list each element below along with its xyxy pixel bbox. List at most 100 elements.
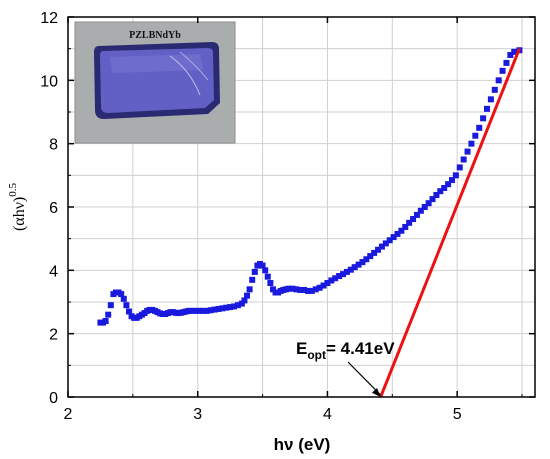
data-point [410, 216, 417, 223]
data-point [390, 234, 397, 241]
data-point [398, 227, 405, 234]
data-point [445, 181, 452, 188]
data-point [120, 295, 127, 302]
y-tick-label: 2 [49, 327, 58, 344]
data-point [511, 48, 518, 55]
data-point [347, 266, 354, 273]
data-point [476, 124, 483, 131]
data-point [231, 303, 238, 310]
data-point [448, 177, 455, 184]
data-point [343, 268, 350, 275]
data-point [301, 286, 308, 293]
data-point [375, 246, 382, 253]
data-point [246, 286, 253, 293]
data-point [437, 188, 444, 195]
data-point [199, 307, 206, 314]
data-point [241, 297, 248, 304]
data-point [441, 185, 448, 191]
data-point [259, 262, 266, 269]
data-point [312, 286, 319, 293]
data-point [196, 307, 203, 314]
data-point [507, 52, 514, 58]
data-point [417, 207, 424, 214]
data-point [378, 243, 385, 250]
data-point [336, 273, 343, 280]
data-point [491, 86, 498, 93]
x-tick-label: 2 [64, 406, 73, 423]
data-point [495, 77, 502, 84]
y-tick-label: 0 [49, 390, 58, 407]
data-point [456, 164, 463, 171]
data-point [244, 292, 251, 299]
y-axis-title: (αhν)0.5 [7, 182, 28, 231]
data-point [433, 191, 440, 198]
data-point [371, 249, 378, 256]
data-point [421, 204, 428, 210]
data-point [207, 307, 214, 314]
data-point [293, 286, 300, 293]
inset-label: PZLBNdYb [129, 30, 181, 41]
y-tick-label: 10 [40, 73, 58, 90]
data-point [249, 276, 256, 283]
data-point [484, 105, 491, 112]
data-point [394, 230, 401, 237]
data-point [267, 280, 274, 286]
x-tick-label: 5 [453, 406, 462, 423]
y-tick-label: 8 [49, 137, 58, 154]
data-point [355, 261, 362, 268]
annotation-value: = 4.41eV [326, 339, 395, 358]
data-point [503, 59, 510, 66]
annotation-base: E [296, 339, 307, 358]
data-point [340, 271, 347, 278]
data-point [238, 300, 245, 307]
data-point [308, 287, 315, 294]
data-point [386, 237, 393, 244]
data-point [425, 200, 432, 207]
data-point [452, 172, 459, 179]
data-point [107, 302, 114, 309]
y-axis-title-exponent: 0.5 [7, 182, 19, 196]
sample-photo-inset: PZLBNdYb [74, 21, 236, 144]
data-point [367, 253, 374, 260]
data-point [304, 287, 311, 294]
svg-text:(αhν)0.5: (αhν)0.5 [7, 182, 28, 231]
data-point [188, 307, 195, 314]
data-point [211, 306, 218, 313]
data-point [203, 307, 210, 314]
data-point [351, 264, 358, 271]
data-point [297, 286, 304, 293]
y-tick-label: 6 [49, 200, 58, 217]
data-point [406, 219, 413, 226]
data-point [468, 140, 475, 147]
x-axis-title: hν (eV) [274, 435, 331, 454]
data-point [223, 304, 230, 311]
data-point [320, 282, 327, 289]
linear-fit-line [379, 48, 521, 398]
data-point [118, 291, 125, 298]
data-point [105, 311, 112, 318]
data-point [102, 318, 109, 324]
data-point [480, 115, 487, 122]
annotation-sub: opt [307, 348, 326, 362]
x-tick-label: 4 [323, 406, 332, 423]
data-point [382, 240, 389, 247]
data-point [285, 285, 292, 292]
data-point [324, 280, 331, 286]
data-point [402, 223, 409, 230]
data-point [472, 132, 479, 139]
data-point [215, 305, 222, 312]
data-point [332, 275, 339, 282]
data-point [125, 308, 132, 315]
data-point [363, 256, 370, 263]
data-point [499, 67, 506, 74]
data-point [192, 307, 199, 314]
y-tick-label: 4 [49, 263, 58, 280]
y-axis-title-main: (αhν) [11, 197, 28, 231]
data-point [328, 277, 335, 284]
x-tick-label: 3 [193, 406, 202, 423]
data-point [460, 156, 467, 163]
data-point [413, 211, 420, 218]
data-point [264, 273, 271, 280]
